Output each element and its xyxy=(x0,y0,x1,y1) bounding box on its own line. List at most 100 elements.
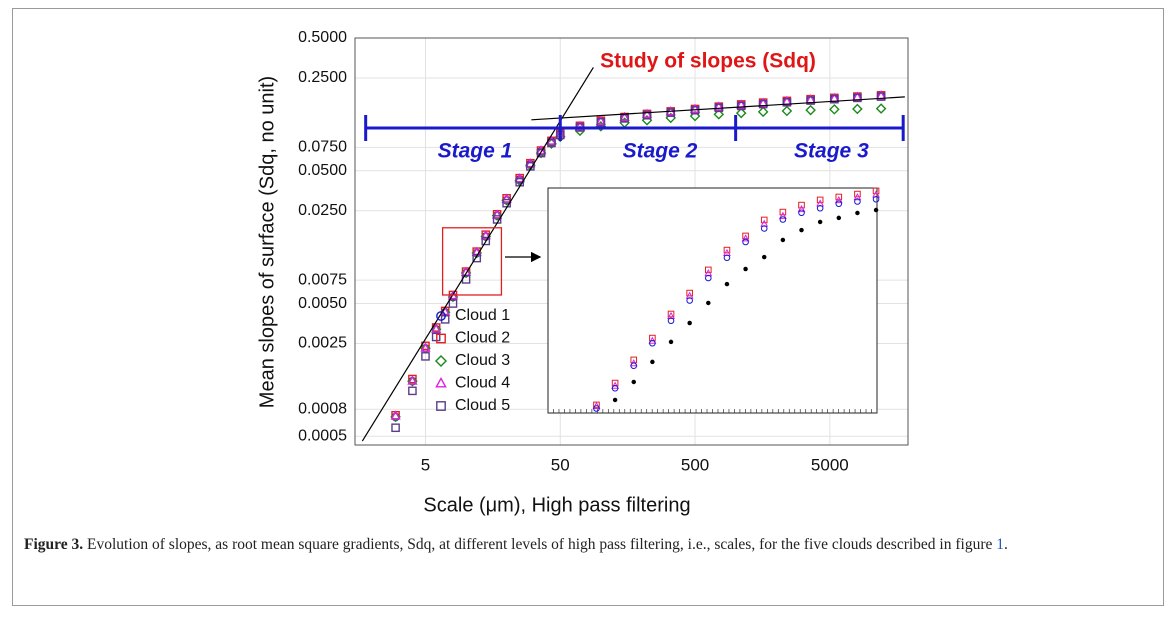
marker xyxy=(760,225,768,232)
marker xyxy=(736,99,747,109)
marker xyxy=(835,193,843,201)
marker xyxy=(797,204,806,213)
marker xyxy=(687,320,692,326)
marker xyxy=(641,108,653,118)
legend-marker xyxy=(435,377,447,388)
marker xyxy=(758,97,769,107)
marker xyxy=(596,117,606,127)
y-tick-label: 0.0075 xyxy=(298,271,347,288)
fit-line xyxy=(531,96,905,121)
marker xyxy=(781,105,793,117)
marker xyxy=(876,92,886,101)
marker xyxy=(668,339,674,345)
marker xyxy=(407,375,418,385)
marker xyxy=(760,219,769,227)
legend-marker xyxy=(436,401,446,411)
caption-label: Figure 3. xyxy=(24,536,84,553)
marker xyxy=(723,248,731,256)
marker xyxy=(723,246,731,254)
marker xyxy=(735,107,747,119)
marker xyxy=(642,110,652,120)
marker xyxy=(872,195,880,203)
marker xyxy=(547,138,556,148)
marker xyxy=(448,299,458,308)
marker xyxy=(798,209,805,217)
marker xyxy=(391,423,400,433)
marker xyxy=(630,362,638,370)
marker xyxy=(872,187,880,195)
marker xyxy=(713,109,725,120)
legend-label: Cloud 3 xyxy=(455,352,510,369)
marker xyxy=(501,193,512,203)
y-tick-label: 0.0005 xyxy=(298,428,347,445)
marker xyxy=(407,375,418,387)
legend-label: Cloud 4 xyxy=(455,375,510,392)
y-tick-label: 0.0025 xyxy=(298,335,347,352)
marker xyxy=(421,352,430,361)
legend-marker xyxy=(436,333,446,344)
stage-label: Stage 2 xyxy=(623,140,698,163)
figure-ref[interactable]: 1 xyxy=(996,536,1004,553)
chart: 0.5000 0.2500 0.0750 0.0500 0.0250 0.0075 0.00… xyxy=(256,29,909,516)
marker xyxy=(805,104,816,116)
marker xyxy=(816,204,824,212)
x-axis-title: Scale (μm), High pass filtering xyxy=(423,494,690,516)
caption-end: . xyxy=(1004,536,1008,553)
y-tick-label: 0.0008 xyxy=(298,400,347,417)
marker xyxy=(741,234,750,242)
marker xyxy=(536,148,546,158)
marker xyxy=(829,104,840,115)
marker xyxy=(761,254,767,260)
marker xyxy=(853,193,862,201)
marker xyxy=(723,254,731,262)
x-tick-label: 5 xyxy=(421,455,430,474)
marker xyxy=(666,108,676,117)
marker xyxy=(619,111,630,122)
marker xyxy=(835,200,843,208)
marker xyxy=(853,93,862,103)
figure-border xyxy=(12,8,1164,606)
marker xyxy=(782,97,792,107)
marker xyxy=(817,219,823,225)
marker xyxy=(872,190,880,198)
marker xyxy=(834,195,843,204)
marker xyxy=(685,291,694,299)
legend-label: Cloud 2 xyxy=(455,330,510,347)
marker xyxy=(742,238,749,246)
y-tick-label: 0.2500 xyxy=(298,69,347,86)
marker xyxy=(780,237,786,243)
marker xyxy=(650,359,655,365)
y-tick-label: 0.5000 xyxy=(298,29,347,46)
marker xyxy=(779,216,787,223)
x-tick-label: 50 xyxy=(551,455,570,474)
marker xyxy=(667,317,675,325)
marker xyxy=(460,267,472,279)
marker xyxy=(408,386,417,396)
x-tick-label: 5000 xyxy=(811,455,849,474)
caption-text: Evolution of slopes, as root mean square… xyxy=(87,536,997,553)
marker xyxy=(480,229,491,240)
marker xyxy=(611,384,619,392)
legend-label: Cloud 5 xyxy=(455,397,510,414)
marker xyxy=(852,103,863,115)
marker xyxy=(779,208,787,216)
stage-label: Stage 3 xyxy=(794,140,869,163)
marker xyxy=(855,210,860,216)
legend-label: Cloud 1 xyxy=(455,307,510,324)
marker xyxy=(816,199,825,207)
marker xyxy=(472,253,482,263)
legend-marker xyxy=(436,311,446,321)
chart-title: Study of slopes (Sdq) xyxy=(600,50,816,73)
marker xyxy=(612,397,618,403)
marker xyxy=(854,198,861,205)
marker xyxy=(431,323,442,333)
fit-line xyxy=(361,67,594,442)
marker xyxy=(390,410,401,420)
marker xyxy=(705,266,712,274)
marker xyxy=(689,110,701,122)
inset-frame xyxy=(547,187,878,414)
x-tick-label: 500 xyxy=(681,455,709,474)
legend-marker xyxy=(434,354,448,368)
marker xyxy=(743,266,748,272)
